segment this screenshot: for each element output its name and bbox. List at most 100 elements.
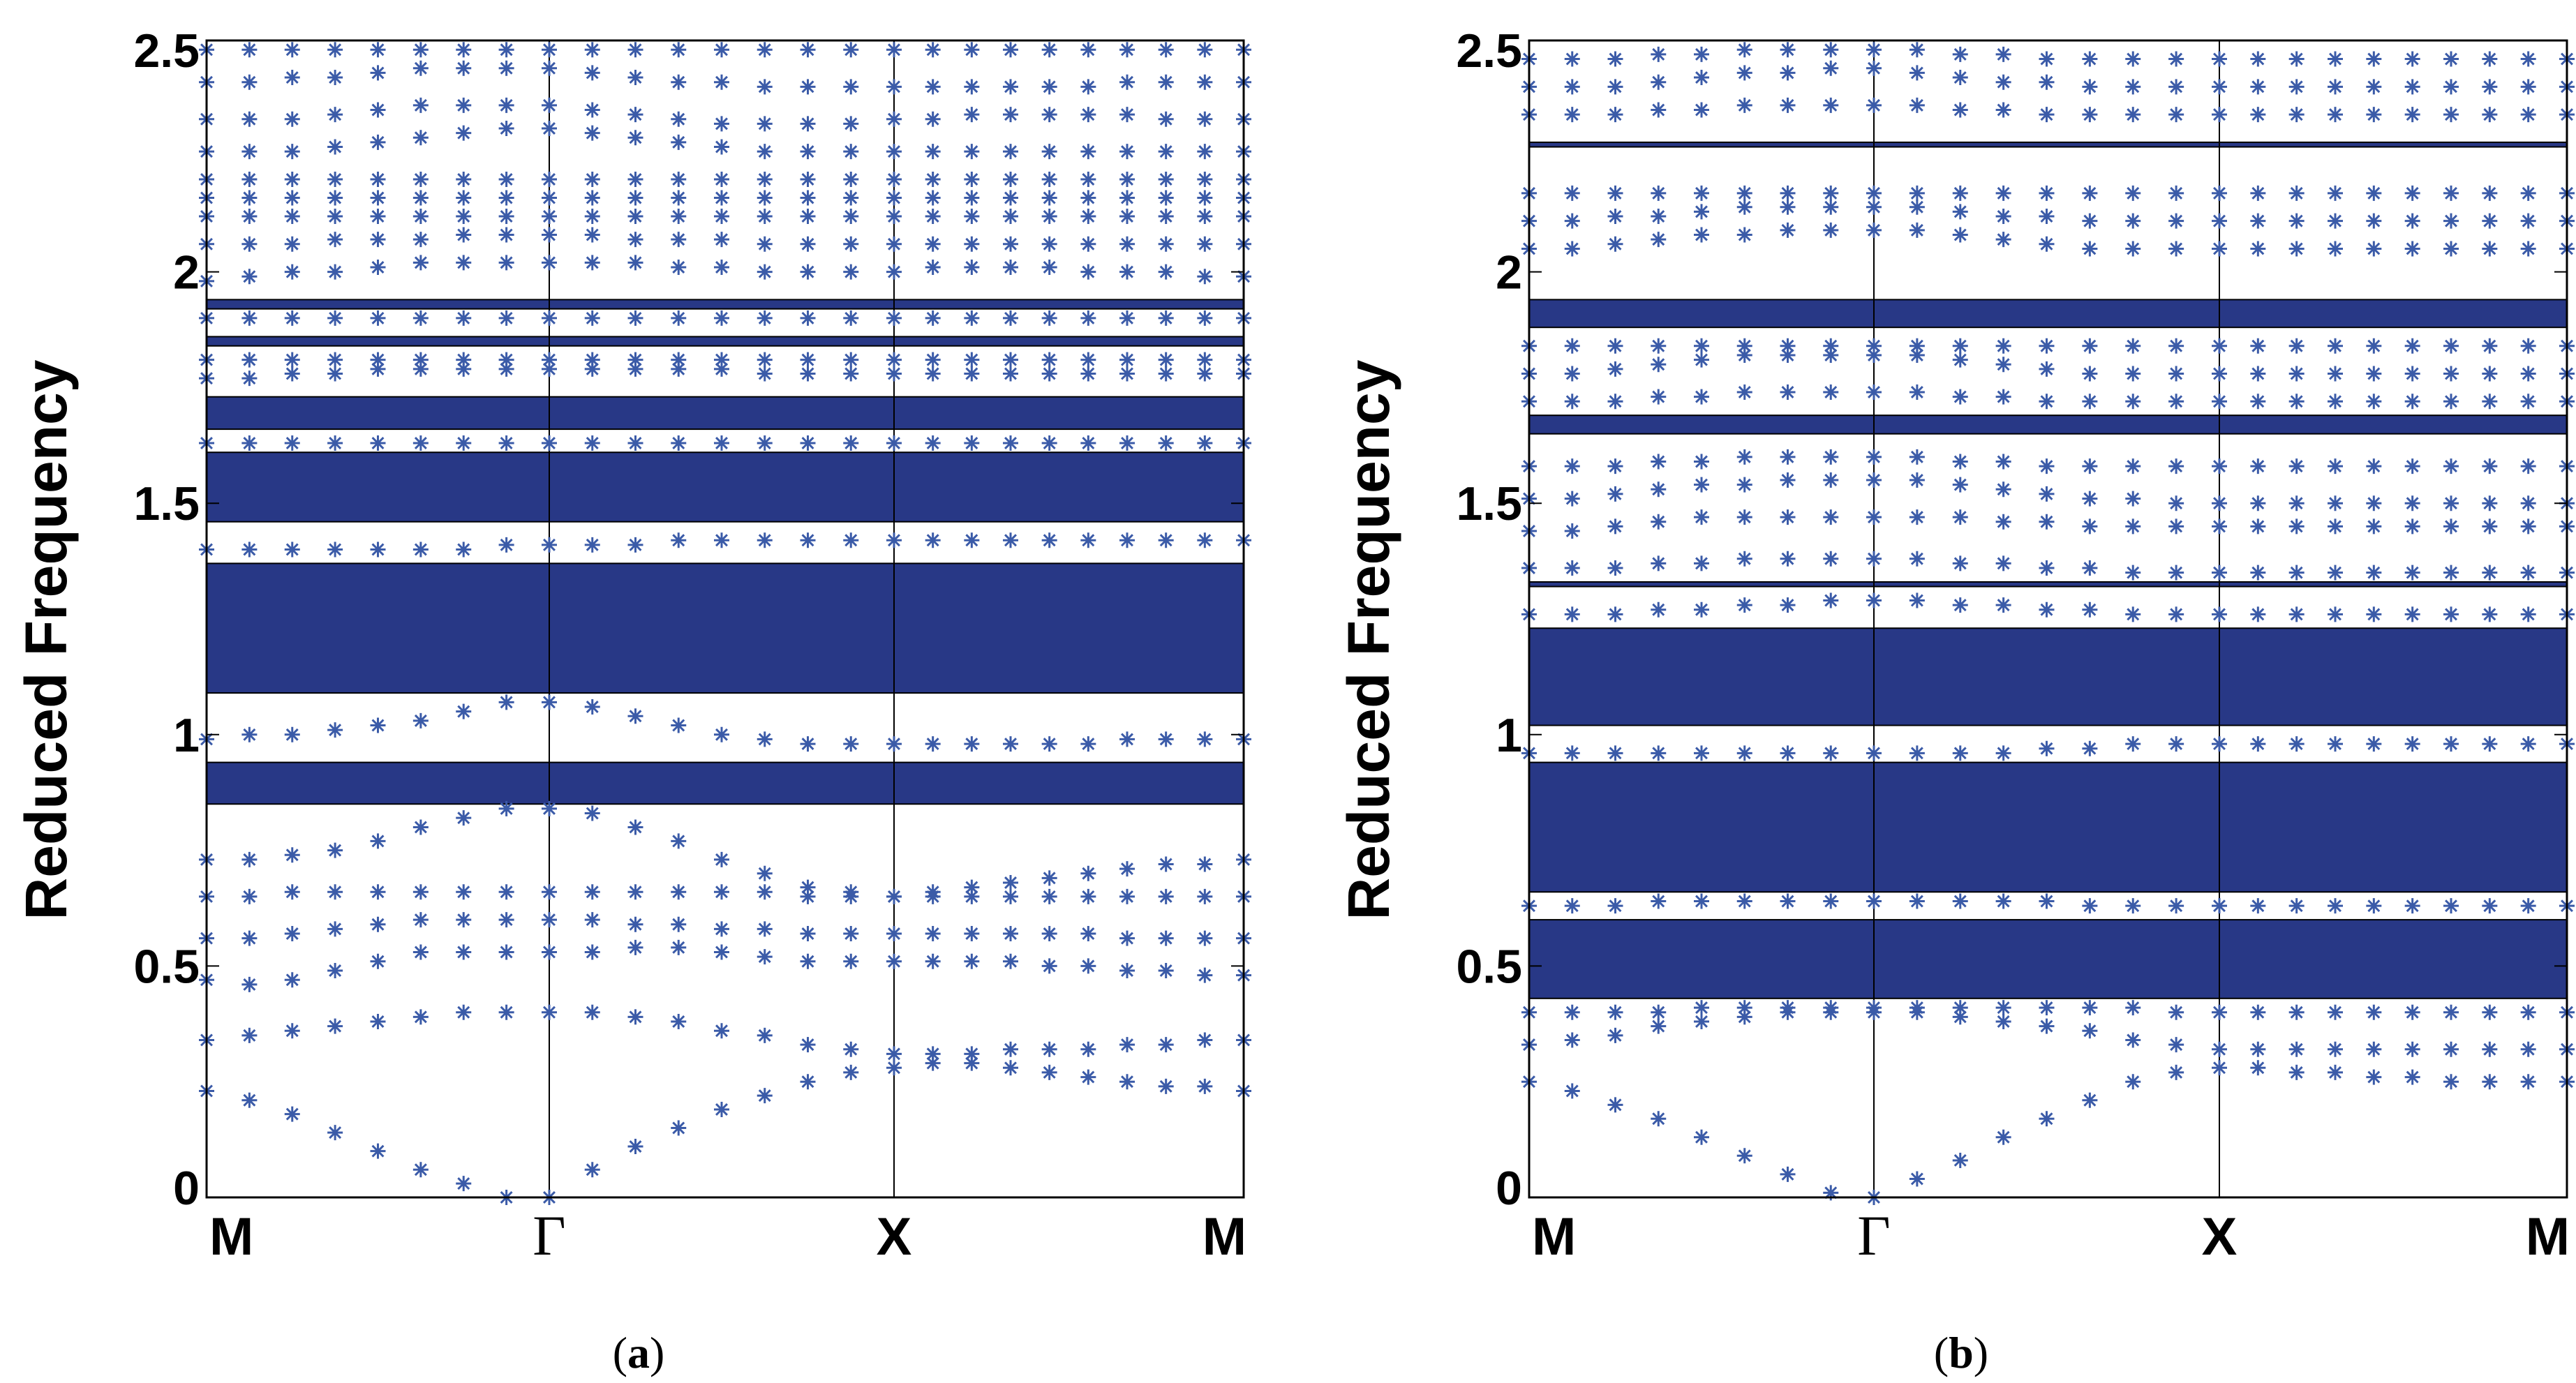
band-point [1952,1000,1968,1016]
band-point [1080,107,1096,123]
band-point [671,435,687,451]
band-point [1823,1000,1839,1016]
band-point [843,925,859,941]
band-point [1197,856,1213,872]
band-point [1158,731,1174,747]
band-point [1780,1000,1796,1016]
band-point [1694,102,1709,118]
band-point [714,232,729,248]
band-point [370,65,386,81]
band-point [714,361,729,377]
band-point [2443,213,2459,229]
band-point [2366,185,2382,201]
band-point [1041,107,1057,123]
band-point [2212,1041,2227,1057]
band-point [1607,236,1623,252]
band-point [1158,236,1174,252]
band-point [1952,70,1968,86]
band-point [1823,222,1839,238]
panel-b-caption-close: ) [1974,1328,1988,1377]
band-point [1119,861,1135,877]
panel-a-caption: (a) [613,1328,665,1377]
band-point [800,532,816,548]
band-point [2328,366,2343,382]
band-point [2168,565,2184,581]
band-point [964,879,980,895]
band-point [925,144,941,160]
band-point [2404,338,2420,354]
band-point [1823,449,1839,465]
band-point [2404,1041,2420,1057]
band-point [627,352,643,368]
band-point [1952,227,1968,243]
band-point [2125,338,2141,354]
band-point [2125,1000,2141,1016]
band-point [757,1027,773,1043]
band-point [584,1004,600,1020]
band-point [1866,745,1882,761]
band-point [1041,236,1057,252]
band-point [1607,51,1623,67]
band-point [584,699,600,715]
band-point [1080,888,1096,904]
band-point [964,953,980,969]
band-point [456,171,472,187]
band-point [800,144,816,160]
band-point [370,1013,386,1029]
band-point [714,259,729,275]
band-point [1041,209,1057,225]
band-point [1909,592,1925,608]
band-point [1564,366,1580,382]
band-point [584,190,600,206]
band-gap-rect [1529,299,2567,328]
band-point [1041,259,1057,275]
band-point [1607,560,1623,576]
band-point [2520,213,2536,229]
band-point [800,171,816,187]
band-point [284,42,300,58]
band-point [2082,338,2098,354]
band-point [2125,518,2141,534]
band-point [1003,532,1018,548]
band-point [1119,352,1135,368]
band-point [1651,1111,1667,1127]
band-point [1909,472,1925,488]
band-gap-rect [1529,415,2567,434]
band-gap-rect [1529,920,2567,999]
band-point [1607,394,1623,410]
band-point [370,171,386,187]
band-point [1995,1000,2011,1016]
x-tick-label: Γ [533,1204,565,1267]
band-point [284,1106,300,1122]
band-point [2443,736,2459,752]
band-point [2482,736,2498,752]
band-point [412,819,429,835]
band-point [843,236,859,252]
band-point [1909,384,1925,401]
band-point [370,435,386,451]
band-point [584,171,600,187]
band-point [2366,79,2382,95]
band-point [327,352,343,368]
band-point [627,171,643,187]
band-point [284,352,300,368]
band-point [370,541,386,558]
band-point [800,1037,816,1053]
band-point [241,269,258,285]
band-point [843,116,859,132]
band-point [1866,347,1882,363]
band-point [542,121,557,137]
band-point [1651,102,1667,118]
band-point [2520,606,2536,622]
band-point [2125,1074,2141,1090]
band-point [2288,1064,2305,1080]
band-point [1736,551,1752,567]
band-point [2082,1092,2098,1108]
band-point [284,264,300,280]
band-point [456,60,472,76]
band-point [2443,79,2459,95]
band-point [2082,213,2098,229]
band-point [2328,1064,2343,1080]
y-tick-label: 1.5 [1456,477,1522,530]
band-point [2404,736,2420,752]
